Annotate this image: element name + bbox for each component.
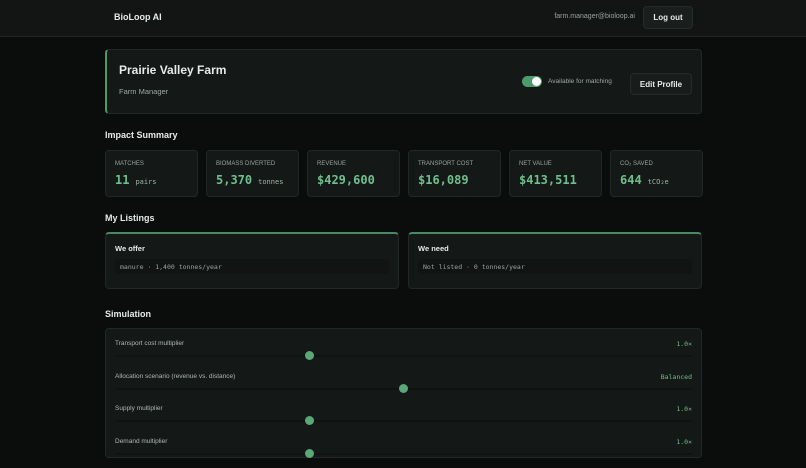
availability-label: Available for matching: [548, 78, 612, 85]
stat-unit: pairs: [135, 178, 157, 186]
listings-title: My Listings: [105, 213, 155, 223]
need-detail: Not listed · 0 tonnes/year: [418, 259, 692, 274]
slider-row: Transport cost multiplier 1.0×: [115, 340, 692, 370]
slider-label: Transport cost multiplier: [115, 340, 185, 347]
stat-number: $16,089: [418, 173, 469, 187]
stat-value: 644 tCO₂e: [620, 173, 669, 187]
slider-row: Allocation scenario (revenue vs. distanc…: [115, 373, 692, 403]
user-role: Farm Manager: [119, 87, 169, 96]
slider-value: 1.0×: [676, 405, 692, 413]
availability-toggle[interactable]: [522, 76, 542, 87]
stat-label: BIOMASS DIVERTED: [216, 161, 276, 167]
slider-value: 1.0×: [676, 340, 692, 348]
slider-track[interactable]: [115, 420, 692, 422]
slider-thumb[interactable]: [399, 383, 408, 393]
stat-label: TRANSPORT COST: [418, 161, 474, 167]
slider-thumb[interactable]: [304, 448, 314, 458]
stat-card: CO₂ SAVED 644 tCO₂e: [610, 150, 703, 197]
offer-title: We offer: [115, 244, 145, 253]
stat-card: NET VALUE $413,511: [509, 150, 602, 197]
logout-button[interactable]: Log out: [643, 6, 693, 29]
stat-value: 5,370 tonnes: [216, 173, 283, 187]
profile-card: Prairie Valley Farm Farm Manager Availab…: [105, 49, 702, 114]
need-card: We need Not listed · 0 tonnes/year: [408, 232, 702, 289]
stat-card: REVENUE $429,600: [307, 150, 400, 197]
top-bar: BioLoop AI farm.manager@bioloop.ai Log o…: [0, 0, 806, 37]
edit-profile-button[interactable]: Edit Profile: [630, 73, 692, 95]
slider-thumb[interactable]: [304, 416, 314, 425]
slider-row: Demand multiplier 1.0×: [115, 438, 692, 468]
stat-number: $413,511: [519, 173, 577, 187]
need-title: We need: [418, 244, 449, 253]
stat-unit: tCO₂e: [647, 178, 669, 186]
stat-label: MATCHES: [115, 161, 144, 167]
stat-label: REVENUE: [317, 161, 347, 167]
slider-value: Balanced: [660, 372, 692, 381]
slider-track[interactable]: [115, 355, 692, 357]
user-email: farm.manager@bioloop.ai: [554, 13, 635, 20]
slider-thumb[interactable]: [304, 351, 314, 360]
stat-number: 5,370: [216, 173, 253, 187]
slider-track[interactable]: [115, 452, 692, 455]
slider-label: Supply multiplier: [115, 405, 163, 412]
stat-value: $16,089: [418, 173, 475, 187]
stat-value: 11 pairs: [115, 173, 157, 187]
stat-number: $429,600: [317, 173, 375, 187]
stat-card: MATCHES 11 pairs: [105, 150, 198, 197]
offer-detail: manure · 1,400 tonnes/year: [115, 259, 389, 274]
slider-row: Supply multiplier 1.0×: [115, 405, 692, 435]
simulation-panel: Transport cost multiplier 1.0× Allocation …: [105, 328, 702, 458]
offer-card: We offer manure · 1,400 tonnes/year: [105, 232, 399, 289]
stat-value: $429,600: [317, 173, 381, 187]
stat-label: NET VALUE: [519, 161, 552, 167]
brand-logo: BioLoop AI: [114, 12, 162, 22]
stat-card: BIOMASS DIVERTED 5,370 tonnes: [206, 150, 299, 197]
stat-card: TRANSPORT COST $16,089: [408, 150, 501, 197]
stat-label: CO₂ SAVED: [620, 161, 653, 167]
stat-value: $413,511: [519, 173, 583, 187]
slider-label: Allocation scenario (revenue vs. distanc…: [115, 372, 236, 380]
stat-number: 644: [620, 173, 642, 187]
stat-number: 11: [115, 173, 130, 187]
farm-name: Prairie Valley Farm: [119, 63, 227, 77]
stat-unit: tonnes: [258, 178, 284, 186]
simulation-title: Simulation: [105, 309, 152, 319]
impact-summary-title: Impact Summary: [105, 130, 178, 140]
